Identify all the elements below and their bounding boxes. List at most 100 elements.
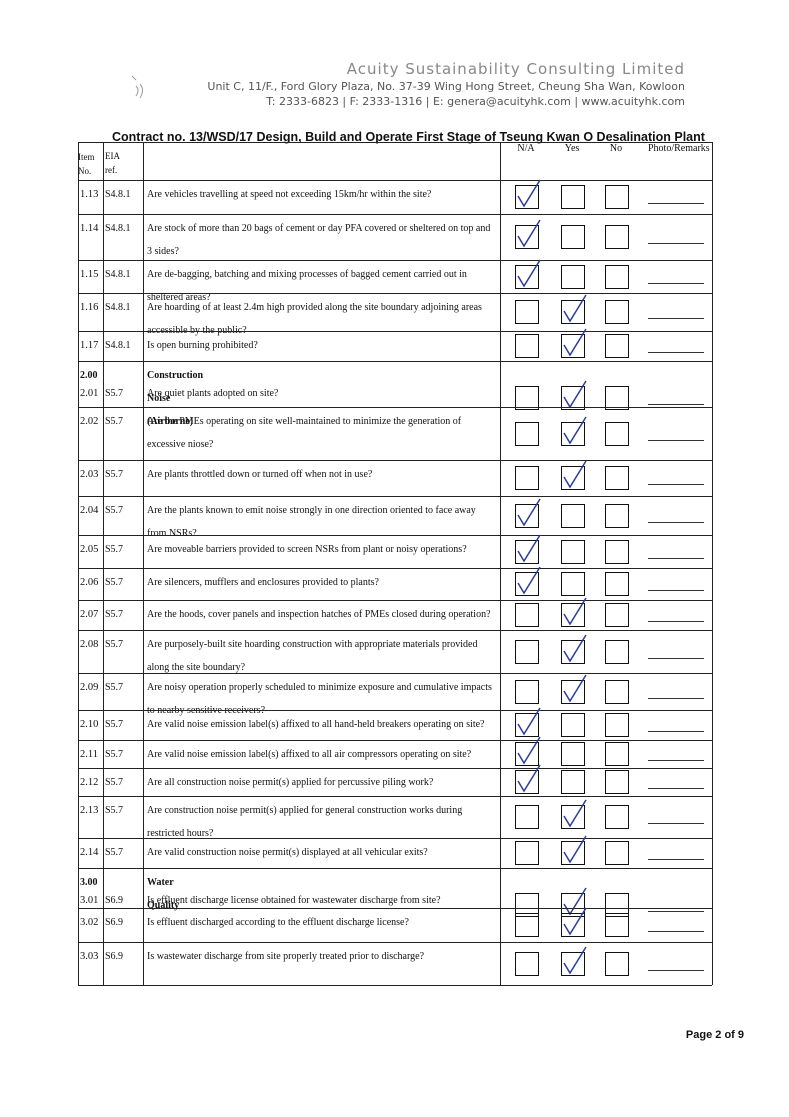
check-mark (563, 634, 587, 662)
column-border (103, 142, 104, 985)
checkbox (515, 259, 541, 289)
eia-ref: S5.7 (105, 388, 124, 399)
checkbox (605, 805, 629, 829)
item-number: 2.11 (80, 749, 98, 760)
checkbox (605, 466, 629, 490)
remarks-line (648, 788, 704, 789)
remarks-line (648, 557, 704, 559)
question: Are plants throttled down or turned off … (147, 469, 373, 480)
checkbox (605, 225, 629, 249)
item-number: 2.07 (80, 609, 99, 620)
checkbox (515, 300, 539, 324)
checkbox (561, 907, 587, 937)
item-number: 2.01 (80, 388, 99, 399)
checkbox (561, 674, 587, 704)
page-number: Page 2 of 9 (685, 1029, 744, 1041)
eia-ref: S4.8.1 (105, 340, 131, 351)
checkbox (561, 539, 585, 564)
question: Are valid noise emission label(s) affixe… (147, 749, 472, 760)
checkbox (561, 264, 585, 289)
eia-ref: S5.7 (105, 777, 124, 788)
item-number: 2.14 (80, 847, 99, 858)
question: Are purposely-built site hoarding constr… (147, 639, 478, 673)
column-header: N/A (517, 143, 535, 154)
question: Are valid noise emission label(s) affixe… (147, 719, 485, 730)
table-border (78, 142, 712, 143)
question: Are construction noise permit(s) applied… (147, 805, 463, 839)
checkbox (605, 841, 629, 865)
checkbox (515, 179, 541, 209)
column-header: Photo/Remarks (648, 143, 710, 154)
checkbox (561, 742, 585, 766)
checkbox (515, 736, 541, 766)
checkbox (605, 503, 629, 528)
checkbox (561, 460, 587, 490)
row-border (78, 214, 712, 215)
section-number: 3.00 (80, 877, 98, 888)
eia-ref: S5.7 (105, 749, 124, 760)
row-border (78, 630, 712, 631)
question: Are hoarding of at least 2.4m high provi… (147, 302, 482, 336)
address: Unit C, 11/F., Ford Glory Plaza, No. 37-… (207, 80, 685, 93)
checkbox (605, 742, 629, 766)
checkbox (605, 421, 629, 446)
checkbox (605, 770, 629, 794)
check-mark (563, 674, 587, 702)
row-border (78, 710, 712, 711)
column-header: No (609, 143, 623, 154)
check-mark (563, 907, 587, 936)
checkbox (515, 679, 539, 704)
section-title: Construction Noise (Airborne) (147, 370, 204, 427)
row-border (78, 460, 712, 461)
remarks-line (648, 243, 704, 244)
question: Is open burning prohibited? (147, 340, 258, 351)
eia-ref: S6.9 (105, 917, 124, 928)
eia-ref: S5.7 (105, 469, 124, 480)
checkbox (605, 713, 629, 737)
remarks-line (648, 931, 704, 932)
remarks-line (648, 404, 704, 405)
question: Are de-bagging, batching and mixing proc… (147, 269, 467, 303)
checkbox (561, 946, 587, 976)
item-number: 2.09 (80, 682, 99, 693)
eia-ref: S6.9 (105, 895, 124, 906)
checkbox (605, 334, 629, 358)
checkbox (561, 572, 585, 596)
checkbox (515, 913, 539, 937)
check-mark (517, 219, 541, 248)
eia-ref: S5.7 (105, 719, 124, 730)
row-border (78, 796, 712, 797)
checkbox (605, 539, 629, 564)
question: Are the plants known to emit noise stron… (147, 505, 476, 539)
item-number: 1.15 (80, 269, 99, 280)
eia-ref: S5.7 (105, 505, 124, 516)
row-border (78, 568, 712, 569)
checkbox (561, 799, 587, 829)
eia-ref: S5.7 (105, 609, 124, 620)
checkbox (561, 225, 585, 249)
checkbox (515, 893, 539, 917)
row-border (78, 942, 712, 943)
table-border (78, 180, 712, 181)
checkbox (515, 421, 539, 446)
check-mark (517, 498, 541, 526)
question: Are quiet plants adopted on site? (147, 388, 279, 399)
checkbox (605, 386, 629, 410)
question: Are moveable barriers provided to screen… (147, 544, 467, 555)
question: Are vehicles travelling at speed not exc… (147, 189, 432, 200)
item-number: 2.06 (80, 577, 99, 588)
remarks-line (648, 859, 704, 860)
item-number: 2.10 (80, 719, 99, 730)
checkbox (561, 835, 587, 865)
remarks-line (648, 969, 704, 971)
row-border (78, 361, 712, 362)
eia-ref: S5.7 (105, 847, 124, 858)
eia-ref: S4.8.1 (105, 223, 131, 234)
row-border (78, 331, 712, 332)
check-mark (563, 597, 587, 626)
checkbox (515, 534, 541, 564)
check-mark (563, 946, 587, 974)
item-number: 3.01 (80, 895, 99, 906)
question: Are valid construction noise permit(s) d… (147, 847, 428, 858)
remarks-line (648, 484, 704, 485)
